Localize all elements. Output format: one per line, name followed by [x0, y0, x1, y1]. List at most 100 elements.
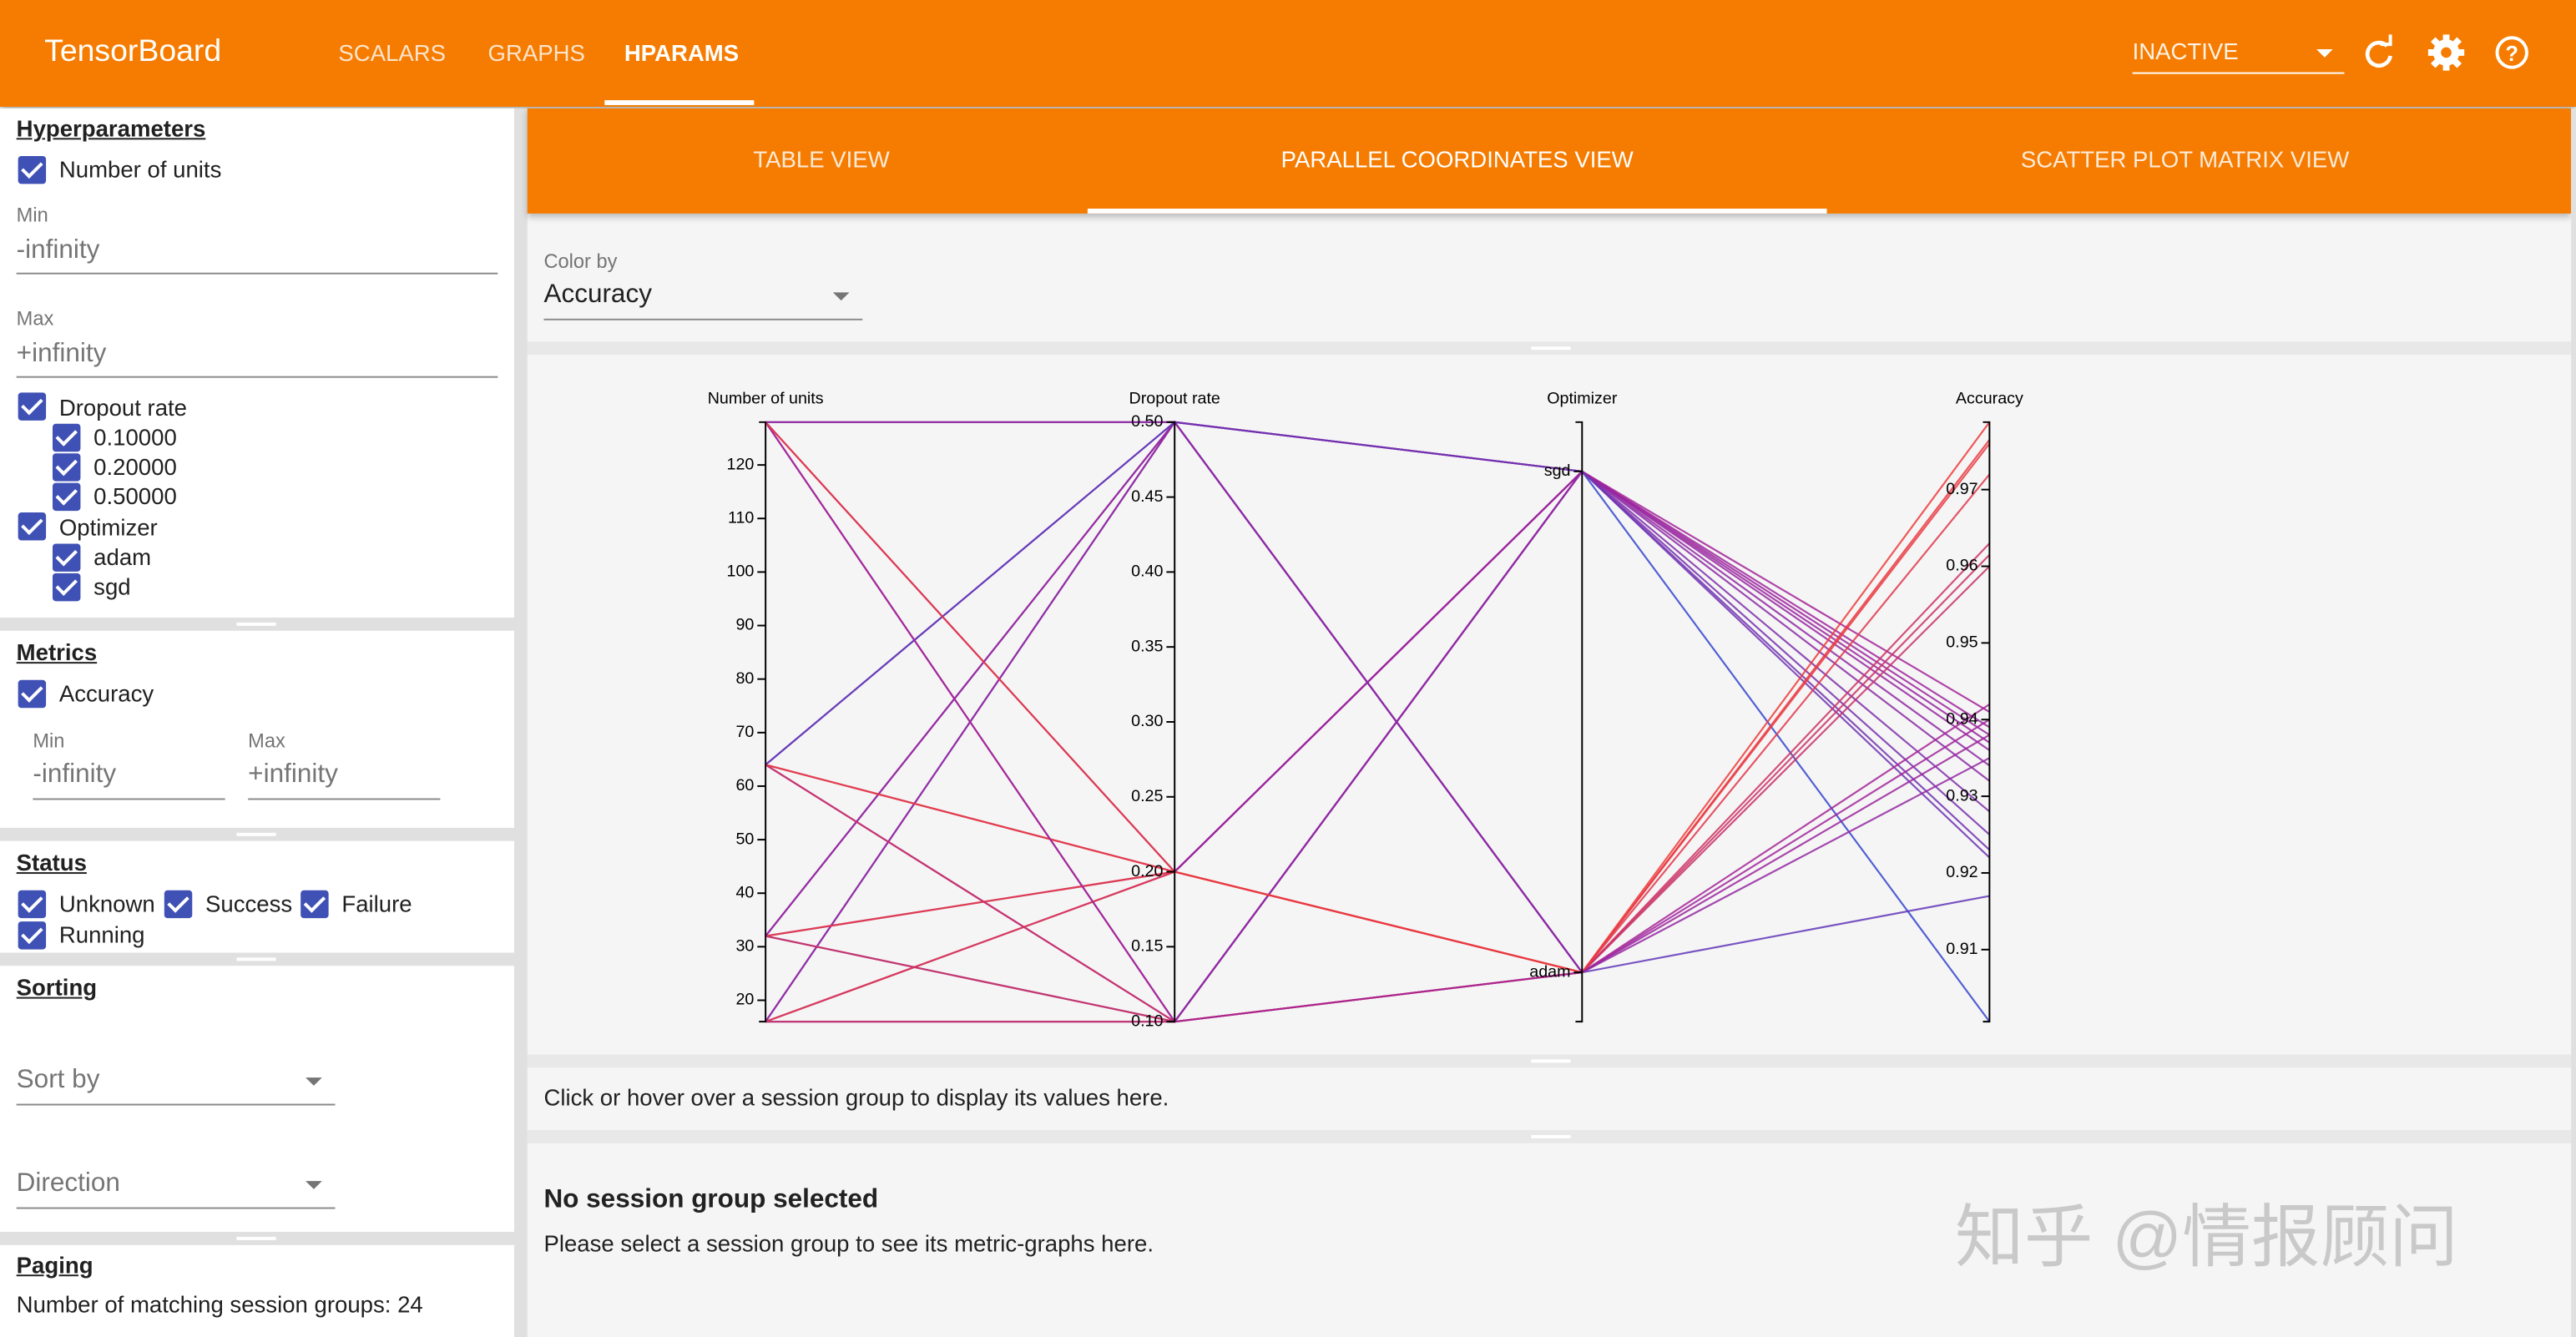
- input-line: [16, 376, 498, 378]
- checkbox-label: sgd: [93, 573, 131, 600]
- session-line: [765, 421, 1991, 1024]
- select[interactable]: Accuracy: [543, 280, 652, 310]
- watermark: 知乎 @情报顾问: [1955, 1198, 2458, 1276]
- checkbox[interactable]: [52, 453, 81, 482]
- app-title: TensorBoard: [44, 34, 222, 69]
- axis-tick-label: 120: [727, 455, 755, 473]
- axis-tick-label: 0.97: [1946, 480, 1977, 498]
- axis-tick-label: 0.92: [1946, 863, 1977, 881]
- checkbox[interactable]: [52, 423, 81, 452]
- axis-tick-label: 40: [735, 883, 754, 901]
- checkbox-label: Accuracy: [58, 679, 154, 707]
- field-label: Min: [33, 729, 65, 753]
- checkbox[interactable]: [18, 679, 47, 709]
- axis-tick-label: 100: [727, 563, 755, 581]
- session-line: [765, 420, 1990, 1022]
- axis-tick-label: 0.93: [1946, 786, 1977, 805]
- checkbox[interactable]: [52, 573, 81, 602]
- refresh-icon[interactable]: [2365, 34, 2392, 68]
- help-icon[interactable]: ?: [2495, 36, 2528, 69]
- checkbox-label: 0.10000: [93, 423, 177, 451]
- section-separator: [0, 827, 515, 841]
- axis-tick-label: 0.25: [1131, 787, 1163, 805]
- run-selector[interactable]: INACTIVE: [2132, 38, 2239, 64]
- select-arrow: [306, 1077, 322, 1086]
- checkbox[interactable]: [52, 543, 81, 572]
- session-line: [765, 421, 1991, 1022]
- checkbox[interactable]: [18, 921, 47, 950]
- text-input[interactable]: +infinity: [16, 340, 107, 368]
- checkbox[interactable]: [164, 890, 193, 919]
- axis-tick-label: 0.15: [1131, 937, 1163, 956]
- checkbox[interactable]: [18, 392, 47, 421]
- axis-tick-label: 50: [735, 830, 754, 848]
- axis-tick-label: 90: [735, 616, 754, 634]
- checkbox[interactable]: [18, 155, 47, 184]
- axis-line: [1575, 421, 1583, 1023]
- session-line: [765, 421, 1991, 851]
- session-line: [765, 542, 1991, 1023]
- field-label: Max: [248, 729, 285, 753]
- checkbox-label: adam: [93, 543, 152, 570]
- selector-line: [2132, 72, 2345, 74]
- axis-tick-label: 0.35: [1131, 637, 1163, 655]
- checkbox[interactable]: [301, 890, 329, 919]
- axis-title: Number of units: [708, 389, 824, 407]
- section-title: Metrics: [16, 638, 98, 666]
- selector-arrow: [2316, 49, 2333, 58]
- input-line: [16, 272, 498, 275]
- axis-tick-label: 0.20: [1131, 862, 1163, 880]
- select[interactable]: Direction: [16, 1169, 120, 1198]
- axis-tick-label: 0.96: [1946, 557, 1977, 575]
- axis-tick-label: sgd: [1544, 462, 1571, 480]
- select[interactable]: Sort by: [16, 1066, 100, 1094]
- text-input[interactable]: -infinity: [16, 236, 100, 265]
- text-input[interactable]: -infinity: [33, 760, 117, 789]
- nav-tab-active[interactable]: HPARAMS: [624, 39, 740, 66]
- checkbox[interactable]: [52, 482, 81, 512]
- field-label: Max: [16, 307, 54, 330]
- axis-title: Optimizer: [1547, 389, 1618, 407]
- checkbox[interactable]: [18, 512, 47, 541]
- select-arrow: [306, 1181, 322, 1189]
- view-tab[interactable]: SCATTER PLOT MATRIX VIEW: [2020, 146, 2350, 173]
- axis-tick-label: 0.95: [1946, 633, 1977, 652]
- input-line: [543, 318, 863, 320]
- toolbar: [0, 0, 2576, 107]
- checkbox-label: Number of units: [58, 155, 222, 183]
- details-title: No session group selected: [543, 1185, 879, 1214]
- svg-text:?: ?: [2505, 43, 2518, 66]
- axis-tick-label: 0.94: [1946, 709, 1977, 728]
- view-tabs: [527, 108, 2572, 214]
- checkbox-label: Optimizer: [58, 514, 158, 541]
- section-title: Status: [16, 849, 87, 876]
- checkbox-label: Running: [58, 921, 145, 948]
- axis-tick-label: 110: [728, 508, 754, 527]
- axis-tick-label: 0.91: [1946, 940, 1977, 958]
- checkbox-label: Unknown: [58, 890, 155, 917]
- input-line: [248, 798, 441, 800]
- text-input[interactable]: +infinity: [248, 760, 338, 789]
- nav-tab[interactable]: GRAPHS: [487, 39, 585, 66]
- section-separator: [0, 1232, 515, 1245]
- view-tab-active[interactable]: PARALLEL COORDINATES VIEW: [1280, 146, 1634, 173]
- settings-icon[interactable]: [2427, 34, 2465, 71]
- checkbox[interactable]: [18, 890, 47, 919]
- field-label: Color by: [543, 250, 618, 273]
- axis-tick-label: 0.30: [1131, 712, 1163, 730]
- sidebar-divider: [514, 108, 528, 1337]
- section-title: Hyperparameters: [16, 114, 206, 142]
- session-line: [765, 565, 1991, 1023]
- input-line: [16, 1103, 336, 1106]
- axis-title: Accuracy: [1956, 389, 2023, 407]
- checkbox-label: Success: [205, 890, 293, 917]
- axis-line: [1983, 421, 1991, 1023]
- input-line: [16, 1207, 336, 1209]
- view-tab[interactable]: TABLE VIEW: [753, 146, 890, 173]
- axis-tick-label: 60: [735, 776, 754, 795]
- input-line: [33, 798, 225, 800]
- panel-separator: [527, 1054, 2572, 1068]
- nav-tab[interactable]: SCALARS: [338, 39, 447, 66]
